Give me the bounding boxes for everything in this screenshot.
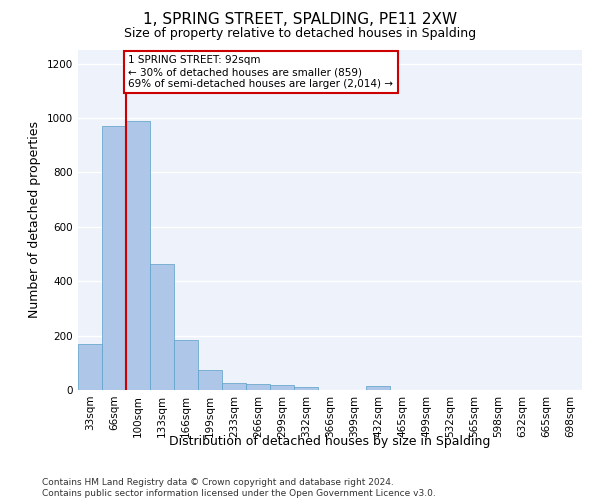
Y-axis label: Number of detached properties: Number of detached properties — [28, 122, 41, 318]
Text: 1, SPRING STREET, SPALDING, PE11 2XW: 1, SPRING STREET, SPALDING, PE11 2XW — [143, 12, 457, 28]
Bar — [126, 120, 150, 390]
Text: Size of property relative to detached houses in Spalding: Size of property relative to detached ho… — [124, 28, 476, 40]
Text: Distribution of detached houses by size in Spalding: Distribution of detached houses by size … — [169, 435, 491, 448]
Bar — [150, 264, 174, 390]
Bar — [198, 370, 222, 390]
Bar — [174, 340, 198, 390]
Bar — [102, 126, 126, 390]
Bar — [270, 385, 294, 390]
Bar — [222, 382, 246, 390]
Bar — [294, 387, 318, 390]
Bar — [246, 384, 270, 390]
Bar — [366, 386, 390, 390]
Text: Contains HM Land Registry data © Crown copyright and database right 2024.
Contai: Contains HM Land Registry data © Crown c… — [42, 478, 436, 498]
Bar — [78, 344, 102, 390]
Text: 1 SPRING STREET: 92sqm
← 30% of detached houses are smaller (859)
69% of semi-de: 1 SPRING STREET: 92sqm ← 30% of detached… — [128, 56, 394, 88]
